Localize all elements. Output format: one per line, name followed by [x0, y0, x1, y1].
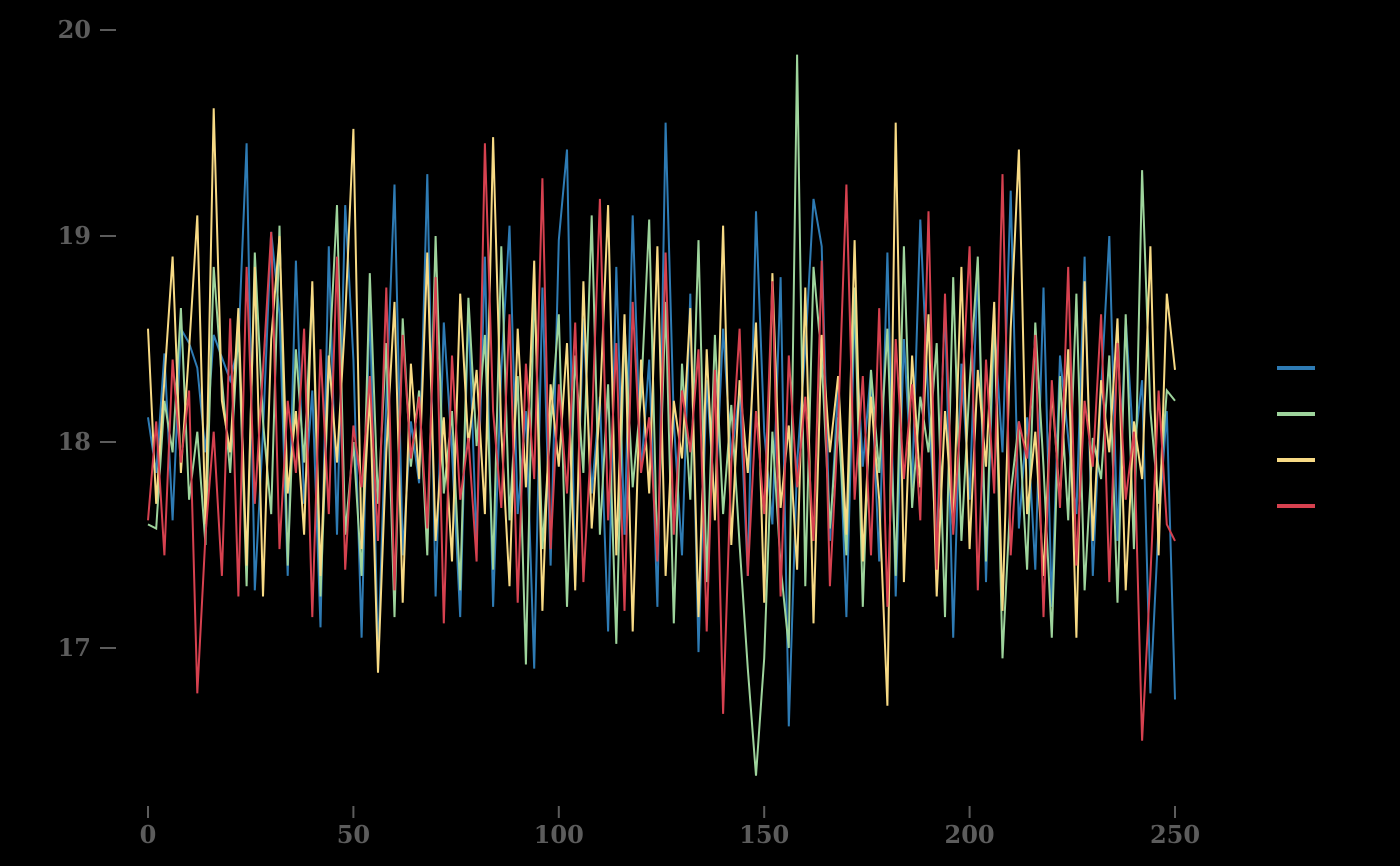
y-axis-tick-label: 18	[58, 427, 91, 456]
series-line-1	[147, 122, 1176, 727]
x-axis-tick-label: 0	[140, 820, 157, 849]
axes-layer: 0 50 100 150 200 250 20 19 18 17	[58, 15, 1200, 849]
y-axis-tick-label: 17	[58, 633, 91, 662]
y-axis-tick-label: 20	[58, 15, 91, 44]
x-axis-tick-label: 150	[739, 820, 789, 849]
x-axis-tick-label: 100	[534, 820, 584, 849]
series-layer	[147, 54, 1176, 776]
x-axis-tick-label: 250	[1150, 820, 1200, 849]
series-line-4	[147, 143, 1176, 741]
y-axis-tick-label: 19	[58, 221, 91, 250]
x-axis-tick-label: 50	[337, 820, 370, 849]
legend	[1277, 366, 1315, 508]
x-axis-tick-label: 200	[945, 820, 995, 849]
